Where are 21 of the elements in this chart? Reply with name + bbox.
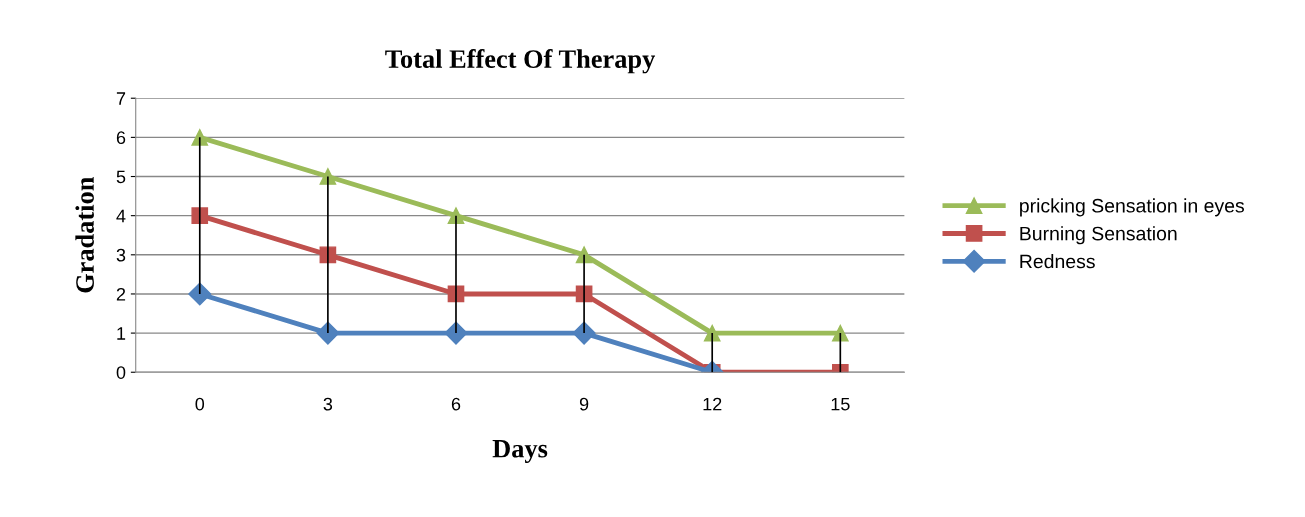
legend-label: pricking Sensation in eyes xyxy=(1020,198,1245,217)
point xyxy=(188,282,212,306)
x-axis-title: Days xyxy=(492,440,548,463)
y-tick-label: 6 xyxy=(116,131,126,145)
y-tick-label: 7 xyxy=(116,92,126,105)
x-tick-label: 3 xyxy=(323,397,333,411)
x-tick-label: 9 xyxy=(579,397,589,411)
x-tick-label: 0 xyxy=(195,397,205,411)
legend-label: Redness xyxy=(1020,254,1095,269)
x-tick-label: 12 xyxy=(703,397,722,411)
y-tick-label: 5 xyxy=(116,170,126,184)
y-tick-label: 3 xyxy=(116,248,126,262)
chart-title: Total Effect Of Therapy xyxy=(385,49,656,74)
y-tick-label: 4 xyxy=(116,209,126,223)
y-axis-title: Gradation xyxy=(75,176,94,293)
y-tick-label: 2 xyxy=(116,287,126,301)
legend-label: Burning Sensation xyxy=(1020,226,1177,245)
y-tick-label: 0 xyxy=(116,366,126,379)
x-tick-label: 15 xyxy=(831,397,850,411)
x-tick-label: 6 xyxy=(451,397,461,411)
y-tick-label: 1 xyxy=(117,327,126,340)
